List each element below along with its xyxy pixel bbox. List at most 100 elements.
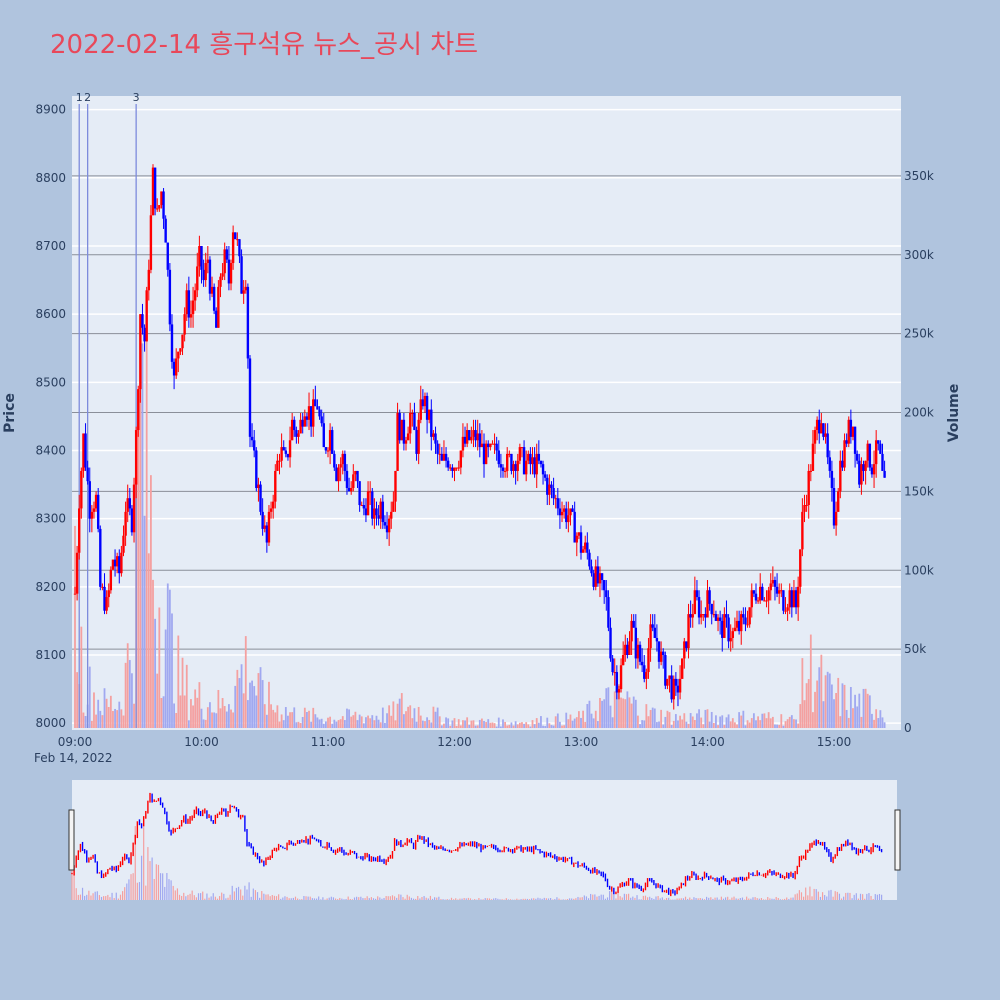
volume-bar — [725, 717, 728, 728]
candle-body — [586, 542, 589, 553]
volume-bar — [196, 697, 199, 728]
volume-bar — [76, 672, 79, 728]
rangeslider-left-handle[interactable] — [68, 809, 75, 871]
volume-bar — [546, 717, 549, 728]
volume-bar — [346, 708, 348, 728]
volume-bar — [613, 691, 616, 728]
volume-bar — [712, 722, 715, 728]
news-marker-label[interactable]: 3 — [133, 91, 140, 104]
candle-body — [822, 423, 825, 437]
volume-bar — [550, 725, 553, 728]
slider-volume-bar — [741, 897, 744, 900]
volume-bar — [645, 704, 648, 728]
volume-bar — [674, 714, 677, 728]
slider-volume-bar — [299, 899, 301, 900]
candle-body — [598, 573, 602, 584]
volume-bar — [668, 712, 671, 728]
volume-bar — [318, 719, 321, 728]
volume-bar — [95, 714, 97, 728]
candle-body — [813, 430, 817, 444]
volume-bar — [103, 688, 106, 728]
slider-volume-bar — [124, 887, 126, 900]
volume-bar — [462, 720, 464, 728]
slider-volume-bar — [739, 898, 741, 900]
slider-volume-bar — [596, 896, 598, 900]
candle-body — [210, 286, 214, 294]
volume-bar — [99, 710, 102, 728]
slider-volume-bar — [345, 899, 347, 900]
slider-volume-bar — [819, 896, 822, 900]
candle-body — [537, 453, 541, 461]
rangeslider-background[interactable] — [72, 780, 897, 900]
candle-body — [737, 620, 741, 632]
slider-volume-bar — [349, 898, 351, 900]
volume-bar — [864, 688, 867, 728]
volume-bar — [434, 711, 437, 728]
volume-bar — [788, 716, 791, 728]
volume-bar — [483, 720, 485, 728]
candle-body — [643, 665, 646, 679]
volume-bar — [177, 635, 180, 728]
slider-volume-bar — [836, 891, 838, 900]
rangeslider-right-handle[interactable] — [894, 809, 901, 871]
slider-volume-bar — [796, 893, 798, 900]
volume-bar — [577, 711, 580, 728]
candle-body — [634, 627, 638, 659]
volume-bar — [715, 715, 717, 728]
volume-bar — [82, 712, 85, 728]
slider-volume-bar — [465, 898, 467, 900]
slider-volume-bar — [862, 894, 864, 900]
slider-volume-bar — [602, 894, 604, 900]
candle-body — [356, 470, 359, 482]
volume-bar — [881, 717, 884, 728]
candle-body — [442, 453, 446, 461]
candle-body — [596, 566, 600, 584]
news-marker-label[interactable]: 1 — [76, 91, 83, 104]
slider-volume-bar — [396, 897, 398, 900]
volume-bar — [206, 707, 209, 728]
slider-volume-bar — [159, 873, 162, 900]
candle-body — [193, 290, 197, 301]
news-marker-label[interactable]: 2 — [84, 91, 91, 104]
candle-body — [398, 413, 401, 441]
slider-volume-bar — [130, 874, 132, 900]
candle-body — [573, 511, 576, 543]
candle-body — [82, 433, 85, 471]
candle-body — [318, 409, 321, 417]
volume-bar — [729, 721, 732, 728]
volume-bar — [360, 716, 363, 728]
candle-body — [752, 590, 756, 594]
slider-volume-bar — [143, 827, 145, 900]
candle-body — [560, 511, 564, 516]
slider-volume-bar — [353, 897, 356, 900]
candle-body — [406, 433, 410, 441]
candle-body — [782, 590, 785, 611]
candle-body — [567, 515, 570, 523]
slider-volume-bar — [455, 898, 457, 900]
slider-volume-bar — [533, 898, 535, 900]
volume-bar — [137, 399, 140, 728]
candle-body — [314, 399, 317, 407]
volume-bar — [209, 702, 211, 728]
volume-bar — [268, 681, 270, 728]
volume-bar — [584, 721, 587, 728]
candle-body — [664, 655, 667, 686]
volume-bar — [746, 720, 749, 728]
candle-body — [204, 263, 207, 281]
candle-body — [674, 678, 678, 686]
slider-volume-bar — [229, 894, 231, 900]
slider-volume-bar — [391, 895, 394, 900]
slider-volume-bar — [526, 898, 528, 900]
candle-body — [255, 450, 258, 488]
volume-bar — [255, 695, 258, 728]
volume-bar — [107, 707, 110, 728]
slider-volume-bar — [501, 899, 503, 900]
candle-body — [141, 314, 144, 328]
volume-bar — [651, 707, 654, 728]
volume-bar — [839, 716, 842, 728]
candle-body — [293, 419, 296, 431]
time-tick-label: 09:00 — [58, 735, 93, 749]
slider-volume-bar — [242, 895, 244, 900]
slider-volume-bar — [781, 899, 784, 900]
